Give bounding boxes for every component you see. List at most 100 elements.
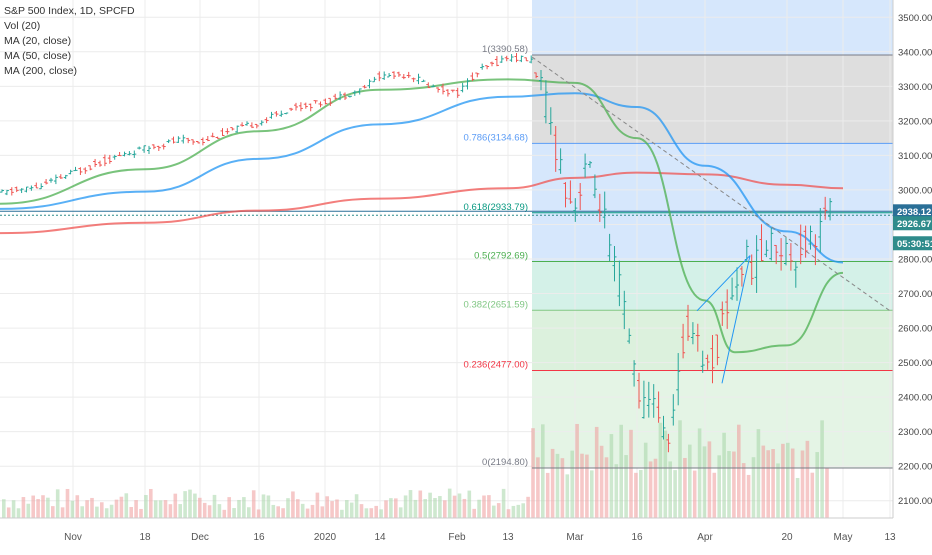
ohlc-bar [563, 182, 568, 208]
volume-bar [193, 493, 197, 518]
volume-bar [202, 502, 207, 518]
ohlc-bar [117, 151, 122, 157]
ohlc-bar [303, 102, 308, 109]
ohlc-bar [788, 243, 793, 271]
ohlc-bar [78, 167, 83, 175]
legend-ma50[interactable]: MA (50, close) [4, 50, 72, 62]
ohlc-bar [416, 73, 421, 85]
volume-bar [443, 500, 447, 518]
ohlc-bar [387, 73, 392, 78]
volume-bar [109, 504, 114, 518]
volume-bar [335, 499, 339, 518]
ohlc-bar [73, 166, 78, 172]
ohlc-bar [401, 74, 406, 80]
volume-bar [178, 504, 182, 518]
volume-bar [124, 493, 129, 518]
ohlc-bar [529, 55, 534, 64]
ohlc-bar [588, 161, 592, 168]
ohlc-bar [127, 151, 132, 156]
volume-bar [413, 499, 418, 518]
ohlc-bar [200, 137, 205, 146]
ohlc-bar [431, 84, 436, 88]
ohlc-bar [759, 224, 764, 262]
volume-bar [746, 474, 751, 518]
x-tick-label: 16 [631, 532, 643, 543]
ohlc-bar [29, 185, 34, 191]
volume-bar [21, 497, 26, 518]
ohlc-bar [739, 266, 744, 287]
volume-bar [712, 472, 717, 518]
ohlc-bar [784, 237, 788, 266]
ohlc-bar [298, 102, 303, 112]
ohlc-bar [151, 144, 156, 150]
ohlc-bar [274, 111, 279, 117]
volume-bar [305, 508, 310, 518]
legend-ma200[interactable]: MA (200, close) [4, 65, 77, 77]
volume-bar [349, 502, 354, 518]
volume-bar [359, 504, 364, 518]
ohlc-bar [539, 70, 543, 91]
ohlc-bar [671, 394, 676, 426]
ma-line [0, 92, 844, 264]
ohlc-bar [705, 354, 710, 370]
volume-bar [227, 497, 231, 518]
volume-bar [702, 446, 707, 518]
ohlc-bar [284, 112, 289, 115]
ohlc-bar [426, 82, 431, 89]
volume-bar [16, 508, 21, 518]
ohlc-bar [490, 61, 494, 67]
wedge-line-upper [696, 255, 751, 312]
volume-bar [100, 502, 104, 518]
volume-bar [590, 470, 594, 518]
legend-vol[interactable]: Vol (20) [4, 20, 41, 32]
y-axis-bg [893, 0, 932, 550]
volume-bar [296, 499, 300, 518]
volume-bar [389, 498, 393, 518]
ohlc-bar [735, 267, 739, 301]
ohlc-bar [754, 235, 759, 293]
volume-bar [251, 490, 256, 518]
ohlc-bar [210, 132, 215, 138]
volume-bar [732, 451, 736, 518]
price-tag-text: 2926.67 [897, 219, 931, 230]
volume-bar [472, 508, 476, 518]
volume-bar [717, 455, 721, 518]
ohlc-bar [681, 323, 686, 359]
ohlc-bar [632, 360, 637, 387]
x-tick-label: 18 [139, 532, 151, 543]
volume-bar [727, 451, 731, 518]
wedge-line-lower [721, 255, 751, 384]
ohlc-bar [294, 102, 298, 111]
ohlc-bar [19, 188, 24, 194]
ohlc-bar [421, 79, 426, 83]
ohlc-bar [0, 189, 4, 193]
volume-bar [188, 489, 192, 518]
ohlc-bar [700, 350, 705, 373]
volume-bar [688, 444, 692, 518]
ohlc-bar [543, 80, 548, 124]
volume-bar [526, 496, 530, 518]
volume-bar [580, 453, 584, 518]
volume-bar [139, 508, 143, 518]
volume-bar [158, 500, 163, 518]
volume-bar [256, 509, 261, 518]
volume-bar [242, 497, 246, 518]
volume-bar [570, 450, 574, 518]
legend-ma20[interactable]: MA (20, close) [4, 35, 72, 47]
ohlc-bar [504, 55, 509, 62]
volume-bar [678, 420, 682, 518]
fib-zone [532, 212, 893, 262]
ohlc-bar [279, 110, 284, 117]
volume-bar [31, 495, 35, 518]
ohlc-bar [259, 120, 264, 126]
ohlc-bar [318, 101, 323, 108]
ohlc-bar [377, 71, 382, 82]
ohlc-bar [176, 136, 181, 143]
ohlc-bar [254, 123, 259, 129]
volume-bar [41, 495, 45, 518]
volume-bar [428, 492, 432, 518]
ma-line [0, 78, 844, 354]
volume-bar [805, 440, 810, 518]
volume-bar [516, 504, 521, 518]
